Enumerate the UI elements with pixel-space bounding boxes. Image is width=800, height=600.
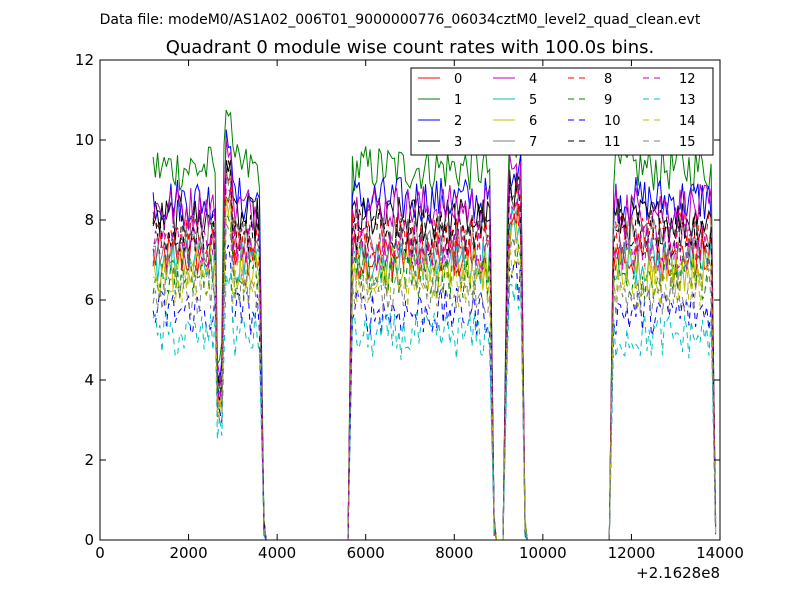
series-line-9	[152, 214, 717, 541]
legend-label-12: 12	[679, 72, 696, 87]
x-tick-label: 0	[95, 544, 105, 562]
series-line-0	[152, 186, 717, 541]
legend-label-1: 1	[454, 93, 462, 108]
legend-label-10: 10	[604, 114, 621, 129]
ticks-layer: 0 2000 4000 6000 8000 10000 12000 1400002468101…	[75, 51, 744, 562]
legend-label-8: 8	[604, 72, 612, 87]
y-tick-label: 4	[84, 371, 94, 389]
series-line-1	[152, 109, 717, 541]
series-line-15	[152, 223, 717, 541]
legend-label-4: 4	[529, 72, 537, 87]
x-tick-label: 10000	[519, 544, 567, 562]
x-tick-label: 6000	[347, 544, 385, 562]
series-line-10	[152, 244, 717, 541]
x-tick-label: 4000	[258, 544, 296, 562]
x-tick-label: 8000	[435, 544, 473, 562]
legend-label-11: 11	[604, 135, 621, 150]
x-tick-label: 12000	[608, 544, 656, 562]
legend-label-15: 15	[679, 135, 696, 150]
series-layer	[152, 109, 717, 541]
series-line-8	[152, 173, 717, 541]
y-tick-label: 2	[84, 451, 94, 469]
legend-label-6: 6	[529, 114, 537, 129]
chart-title: Quadrant 0 module wise count rates with …	[166, 37, 655, 58]
y-tick-label: 8	[84, 211, 94, 229]
legend-label-9: 9	[604, 93, 612, 108]
y-tick-label: 12	[75, 51, 94, 69]
y-tick-label: 0	[84, 531, 94, 549]
x-tick-label: 14000	[696, 544, 744, 562]
series-line-13	[152, 272, 717, 541]
y-tick-label: 6	[84, 291, 94, 309]
legend-frame	[410, 67, 714, 156]
y-tick-label: 10	[75, 131, 94, 149]
x-offset-label: +2.1628e8	[636, 564, 720, 582]
legend-label-5: 5	[529, 93, 537, 108]
legend-label-13: 13	[679, 93, 696, 108]
series-line-2	[152, 129, 717, 541]
x-tick-label: 2000	[169, 544, 207, 562]
legend-label-7: 7	[529, 135, 537, 150]
legend-label-3: 3	[454, 135, 462, 150]
chart-suptitle: Data file: modeM0/AS1A02_006T01_90000007…	[100, 12, 701, 28]
legend-label-0: 0	[454, 72, 462, 87]
legend-label-2: 2	[454, 114, 462, 129]
legend-label-14: 14	[679, 114, 696, 129]
